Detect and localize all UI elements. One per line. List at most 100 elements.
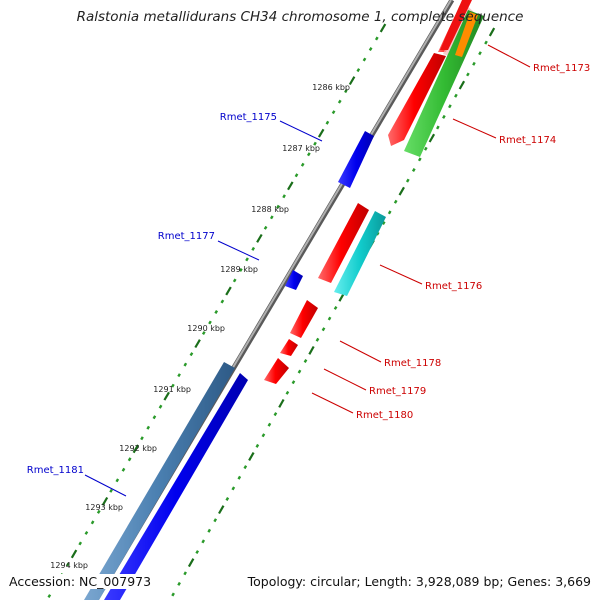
gene-label-rmet-1181[interactable]: Rmet_1181 — [27, 465, 84, 476]
scale-tick-outer-44 — [225, 497, 230, 501]
scale-tick-inner-29 — [201, 331, 206, 336]
scale-tick-inner-38 — [146, 425, 151, 430]
scale-tick-inner-17 — [276, 204, 280, 209]
scale-tick-outer-31 — [303, 359, 308, 363]
scale-tick-outer-38 — [261, 433, 266, 438]
scale-tick-inner-41 — [127, 457, 132, 462]
scale-tick-outer-36 — [273, 412, 278, 417]
scale-tick-inner-1 — [374, 36, 379, 41]
scale-tick-inner-44 — [109, 488, 113, 493]
scale-tick-outer-17 — [387, 210, 392, 215]
scale-tick-outer-5 — [458, 80, 466, 90]
scale-tick-outer-16 — [393, 199, 398, 204]
scale-label-1288: 1288 kbp — [251, 205, 289, 214]
scale-tick-outer-4 — [466, 72, 470, 77]
scale-tick-outer-13 — [411, 168, 416, 172]
gene-rmet-1181[interactable] — [84, 362, 248, 600]
gene-label-rmet-1173[interactable]: Rmet_1173 — [533, 63, 590, 74]
scale-tick-inner-9 — [325, 120, 330, 125]
scale-tick-outer-32 — [297, 369, 302, 374]
gene-label-rmet-1176[interactable]: Rmet_1176 — [425, 281, 482, 292]
map-title: Ralstonia metallidurans CH34 chromosome … — [76, 9, 524, 25]
scale-tick-inner-3 — [362, 57, 367, 62]
scale-tick-inner-16 — [282, 194, 286, 199]
scale-tick-inner-51 — [65, 562, 70, 567]
gene-label-rmet-1180[interactable]: Rmet_1180 — [356, 410, 413, 421]
scale-tick-inner-0 — [379, 23, 387, 33]
scale-tick-outer-48 — [201, 539, 206, 544]
scale-tick-outer-15 — [398, 186, 405, 196]
scale-tick-inner-45 — [101, 496, 109, 506]
scale-ticks-inner — [47, 23, 387, 599]
scale-tick-inner-24 — [232, 278, 237, 283]
gene-rmet-1178[interactable] — [290, 300, 318, 338]
scale-tick-outer-41 — [243, 465, 248, 470]
gene-rmet-1174[interactable] — [404, 10, 484, 157]
scale-tick-inner-37 — [152, 415, 157, 420]
scale-tick-inner-15 — [287, 181, 294, 191]
gene-label-rmet-1175[interactable]: Rmet_1175 — [220, 112, 277, 123]
label-leader-lines — [84, 44, 531, 497]
scale-tick-inner-35 — [163, 391, 170, 401]
scale-tick-outer-33 — [291, 380, 296, 385]
scale-tick-inner-10 — [317, 128, 325, 138]
gene-rmet-1179[interactable] — [280, 339, 298, 356]
scale-tick-outer-6 — [454, 93, 458, 98]
scale-tick-inner-32 — [183, 362, 188, 367]
gene-rmet-1176[interactable] — [318, 203, 386, 296]
scale-tick-inner-25 — [225, 286, 232, 296]
scale-tick-inner-7 — [337, 99, 342, 104]
scale-tick-inner-43 — [115, 478, 120, 483]
scale-tick-outer-37 — [267, 422, 272, 427]
scale-tick-inner-49 — [78, 541, 83, 546]
gene-rmet-1175[interactable] — [338, 131, 374, 188]
scale-tick-inner-54 — [47, 594, 52, 599]
scale-tick-outer-0 — [488, 27, 496, 37]
scale-tick-outer-39 — [255, 443, 260, 448]
gene-rmet-1180[interactable] — [264, 358, 289, 384]
scale-tick-outer-10 — [428, 133, 436, 143]
scale-tick-inner-6 — [344, 89, 348, 94]
scale-tick-inner-22 — [245, 257, 249, 262]
gene-label-rmet-1179[interactable]: Rmet_1179 — [369, 386, 426, 397]
scale-tick-outer-46 — [213, 518, 218, 523]
scale-tick-outer-50 — [187, 558, 195, 568]
scale-tick-outer-35 — [278, 398, 285, 408]
gene-label-rmet-1174[interactable]: Rmet_1174 — [499, 135, 556, 146]
topology-text: Topology: circular; Length: 3,928,089 bp… — [247, 574, 591, 589]
scale-tick-outer-7 — [448, 104, 452, 109]
gene-label-rmet-1178[interactable]: Rmet_1178 — [384, 358, 441, 369]
scale-tick-inner-26 — [220, 299, 225, 304]
scale-tick-inner-4 — [356, 68, 361, 73]
scale-tick-outer-45 — [218, 505, 225, 515]
scale-tick-inner-28 — [208, 320, 212, 325]
scale-tick-inner-50 — [70, 549, 78, 559]
gene-label-rmet-1177[interactable]: Rmet_1177 — [158, 231, 215, 242]
scale-tick-outer-42 — [237, 475, 242, 480]
scale-tick-outer-53 — [171, 592, 175, 597]
scale-label-1289: 1289 kbp — [220, 265, 258, 274]
scale-tick-inner-39 — [140, 436, 144, 441]
gene-rmet-1174b[interactable] — [388, 53, 446, 146]
scale-tick-inner-30 — [194, 339, 201, 349]
scale-tick-inner-12 — [306, 152, 311, 157]
scale-tick-outer-47 — [207, 528, 212, 533]
scale-tick-inner-46 — [96, 509, 101, 514]
scale-tick-outer-52 — [177, 581, 181, 586]
scale-tick-inner-11 — [313, 141, 317, 146]
scale-tick-inner-47 — [90, 520, 95, 525]
scale-label-1290: 1290 kbp — [187, 324, 225, 333]
accession-text: Accession: NC_007973 — [9, 574, 152, 589]
scale-tick-inner-42 — [121, 467, 126, 472]
scale-tick-outer-40 — [248, 452, 255, 461]
scale-tick-outer-28 — [321, 327, 326, 332]
scale-tick-outer-8 — [442, 114, 446, 119]
gene-rmet-1177[interactable] — [285, 270, 303, 290]
scale-tick-outer-18 — [381, 221, 386, 225]
scale-tick-outer-26 — [333, 305, 338, 310]
scale-tick-outer-29 — [315, 337, 320, 342]
scale-tick-outer-14 — [405, 178, 410, 183]
scale-tick-outer-30 — [308, 345, 315, 355]
scale-tick-outer-43 — [231, 486, 236, 491]
